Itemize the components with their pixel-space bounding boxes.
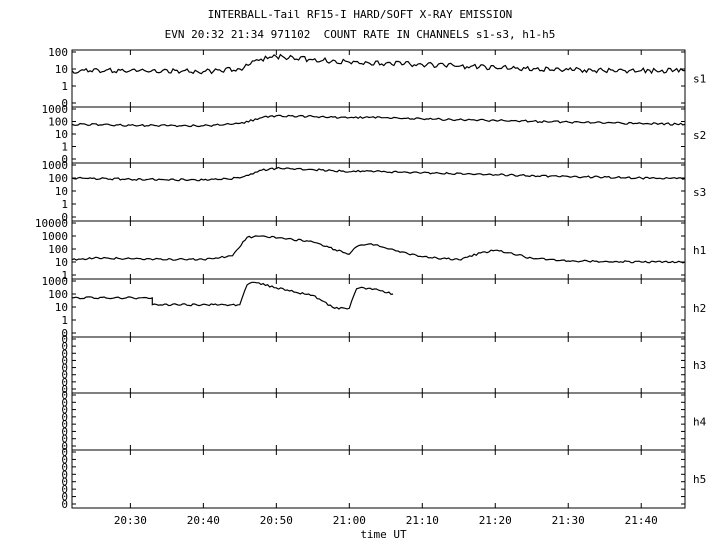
y-tick-label: 10000 bbox=[35, 217, 68, 230]
y-tick-label: 0 bbox=[61, 476, 68, 489]
y-tick-label: 0 bbox=[61, 340, 68, 353]
series-line-h1 bbox=[71, 235, 686, 264]
y-tick-label: 0 bbox=[61, 483, 68, 496]
y-tick-label: 1000 bbox=[42, 275, 69, 288]
y-tick-label: 0 bbox=[61, 354, 68, 367]
y-tick-label: 10 bbox=[55, 185, 68, 198]
y-tick-label: 1 bbox=[61, 80, 68, 93]
y-tick-label: 1000 bbox=[42, 159, 69, 172]
series-line-s3 bbox=[71, 166, 686, 182]
x-tick-label: 21:40 bbox=[625, 514, 658, 527]
y-tick-label: 0 bbox=[61, 491, 68, 504]
channel-label-s2: s2 bbox=[693, 129, 706, 142]
y-tick-label: 1000 bbox=[42, 103, 69, 116]
y-tick-label: 0 bbox=[61, 333, 68, 346]
chart-subtitle: EVN 20:32 21:34 971102 COUNT RATE IN CHA… bbox=[164, 28, 556, 41]
y-tick-label: 0 bbox=[61, 383, 68, 396]
y-tick-label: 0 bbox=[61, 498, 68, 511]
x-tick-label: 21:30 bbox=[552, 514, 585, 527]
y-tick-label: 1 bbox=[61, 141, 68, 154]
channel-label-h2: h2 bbox=[693, 302, 706, 315]
y-tick-label: 100 bbox=[48, 46, 68, 59]
y-tick-label: 100 bbox=[48, 288, 68, 301]
y-tick-label: 0 bbox=[61, 376, 68, 389]
y-tick-label: 1 bbox=[61, 269, 68, 282]
y-tick-label: 0 bbox=[61, 433, 68, 446]
y-tick-label: 0 bbox=[61, 362, 68, 375]
x-tick-label: 21:10 bbox=[406, 514, 439, 527]
y-tick-label: 1000 bbox=[42, 230, 69, 243]
y-tick-label: 1 bbox=[61, 314, 68, 327]
channel-label-h5: h5 bbox=[693, 473, 706, 486]
y-tick-label: 0 bbox=[61, 461, 68, 474]
channel-label-s3: s3 bbox=[693, 186, 706, 199]
channel-label-s1: s1 bbox=[693, 73, 706, 86]
x-tick-label: 20:50 bbox=[260, 514, 293, 527]
x-tick-label: 20:40 bbox=[187, 514, 220, 527]
y-tick-label: 0 bbox=[61, 425, 68, 438]
y-tick-label: 10 bbox=[55, 63, 68, 76]
y-tick-label: 0 bbox=[61, 389, 68, 402]
series-line-s2 bbox=[71, 114, 686, 128]
y-tick-label: 1 bbox=[61, 198, 68, 211]
y-tick-label: 0 bbox=[61, 396, 68, 409]
y-tick-label: 0 bbox=[61, 404, 68, 417]
x-tick-label: 21:00 bbox=[333, 514, 366, 527]
x-tick-label: 21:20 bbox=[479, 514, 512, 527]
y-tick-label: 0 bbox=[61, 153, 68, 166]
x-tick-label: 20:30 bbox=[114, 514, 147, 527]
y-tick-label: 0 bbox=[61, 347, 68, 360]
y-tick-label: 0 bbox=[61, 418, 68, 431]
y-tick-label: 0 bbox=[61, 211, 68, 224]
y-tick-label: 0 bbox=[61, 453, 68, 466]
series-line-s1 bbox=[71, 53, 686, 75]
y-tick-label: 10 bbox=[55, 256, 68, 269]
channel-label-h1: h1 bbox=[693, 244, 706, 257]
y-tick-label: 0 bbox=[61, 446, 68, 459]
y-tick-label: 100 bbox=[48, 172, 68, 185]
chart-title: INTERBALL-Tail RF15-I HARD/SOFT X-RAY EM… bbox=[207, 8, 513, 21]
y-tick-label: 0 bbox=[61, 369, 68, 382]
y-tick-label: 0 bbox=[61, 327, 68, 340]
y-tick-label: 10 bbox=[55, 301, 68, 314]
y-tick-label: 0 bbox=[61, 468, 68, 481]
y-tick-label: 10 bbox=[55, 128, 68, 141]
series-line-h2 bbox=[71, 281, 394, 310]
x-axis-label: time UT bbox=[360, 528, 407, 541]
channel-label-h4: h4 bbox=[693, 416, 707, 429]
y-tick-label: 100 bbox=[48, 116, 68, 129]
channel-label-h3: h3 bbox=[693, 359, 706, 372]
y-tick-label: 0 bbox=[61, 440, 68, 453]
y-tick-label: 100 bbox=[48, 243, 68, 256]
y-tick-label: 0 bbox=[61, 97, 68, 110]
y-tick-label: 0 bbox=[61, 411, 68, 424]
